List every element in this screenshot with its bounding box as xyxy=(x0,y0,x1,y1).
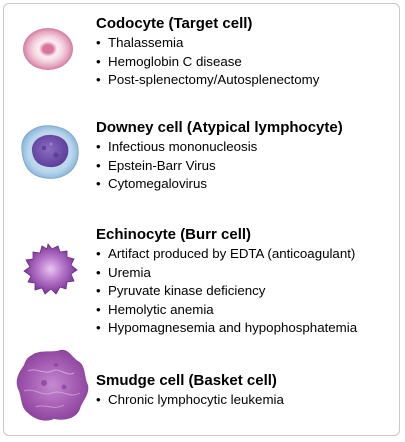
list-item: Thalassemia xyxy=(96,34,319,53)
burr-cell-image xyxy=(14,240,84,300)
list-item: Uremia xyxy=(96,264,357,283)
list-item: Cytomegalovirus xyxy=(96,175,343,194)
condition-list: Artifact produced by EDTA (anticoagulant… xyxy=(96,245,357,338)
entry-title: Codocyte (Target cell) xyxy=(96,15,253,32)
condition-list: Chronic lymphocytic leukemia xyxy=(96,391,284,410)
entry-title: Downey cell (Atypical lymphocyte) xyxy=(96,119,343,136)
list-item: Hypomagnesemia and hypophosphatemia xyxy=(96,319,357,338)
condition-list: Infectious mononucleosis Epstein-Barr Vi… xyxy=(96,138,343,194)
list-item: Hemolytic anemia xyxy=(96,301,357,320)
list-item: Epstein-Barr Virus xyxy=(96,157,343,176)
entry-title: Smudge cell (Basket cell) xyxy=(96,372,277,389)
cell-reference-panel: Codocyte (Target cell) Thalassemia Hemog… xyxy=(3,3,400,436)
entry-title: Echinocyte (Burr cell) xyxy=(96,226,252,243)
list-item: Post-splenectomy/Autosplenectomy xyxy=(96,71,319,90)
list-item: Infectious mononucleosis xyxy=(96,138,343,157)
condition-list: Thalassemia Hemoglobin C disease Post-sp… xyxy=(96,34,319,90)
list-item: Hemoglobin C disease xyxy=(96,53,319,72)
list-item: Chronic lymphocytic leukemia xyxy=(96,391,284,410)
target-cell-image xyxy=(14,26,84,72)
list-item: Pyruvate kinase deficiency xyxy=(96,282,357,301)
smudge-cell-image xyxy=(14,347,89,425)
list-item: Artifact produced by EDTA (anticoagulant… xyxy=(96,245,357,264)
atypical-lymphocyte-image xyxy=(14,120,84,184)
